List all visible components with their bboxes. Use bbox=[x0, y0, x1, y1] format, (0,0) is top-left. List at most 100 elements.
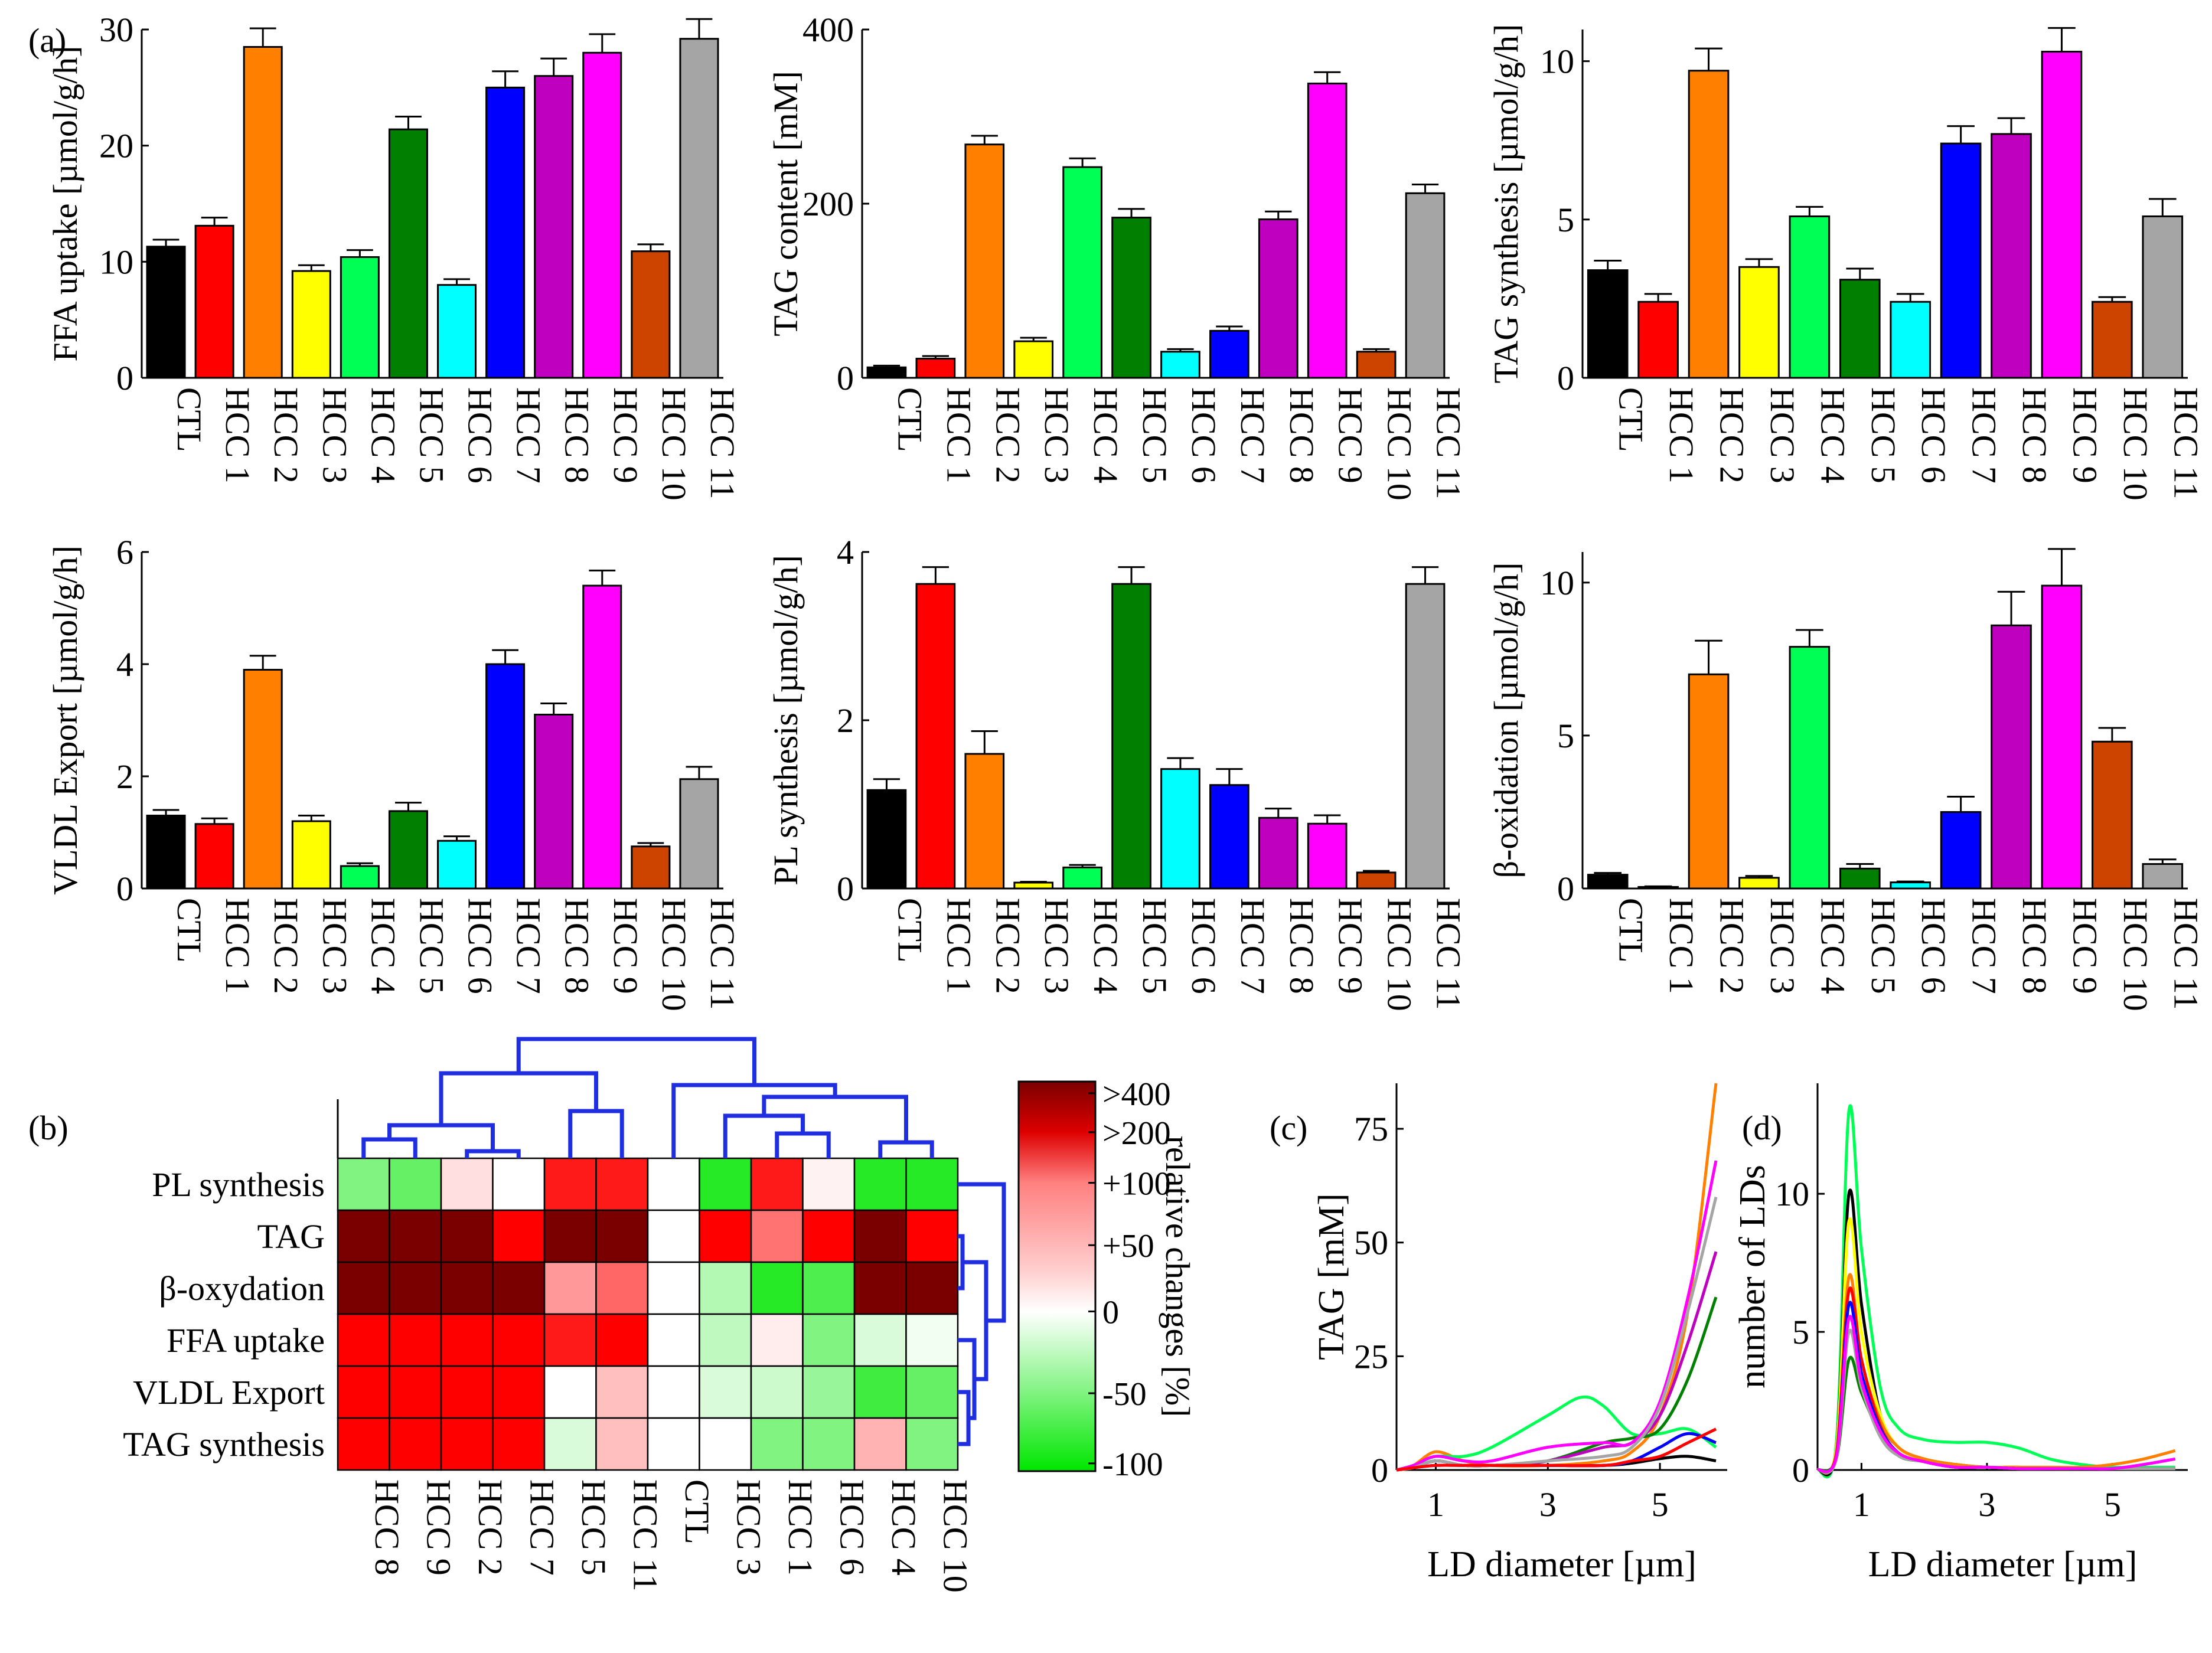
bar-hcc-4 bbox=[1062, 866, 1102, 890]
error-bar bbox=[1069, 157, 1096, 168]
x-axis-label: LD diameter [µm] bbox=[1427, 1544, 1696, 1585]
panel-label-c: (c) bbox=[1270, 1109, 1307, 1147]
y-tick-label: 0 bbox=[1557, 359, 1574, 397]
y-tick-label: 0 bbox=[837, 359, 854, 397]
x-tick-label: HCC 2 bbox=[1713, 898, 1751, 994]
bar-ctl bbox=[146, 815, 186, 890]
x-tick-label: HCC 1 bbox=[939, 387, 978, 484]
error-bar bbox=[922, 566, 950, 584]
error-bar bbox=[1796, 205, 1823, 217]
bar-hcc-3 bbox=[1013, 881, 1054, 890]
bar-hcc-3 bbox=[291, 270, 331, 379]
heatmap-cell bbox=[750, 1209, 804, 1263]
x-tick-label: HCC 2 bbox=[267, 387, 305, 484]
error-bar bbox=[540, 57, 567, 76]
error-bar bbox=[2098, 296, 2126, 302]
y-axis-label: TAG content [mM] bbox=[766, 71, 805, 337]
heatmap-col-label: HCC 4 bbox=[885, 1479, 923, 1576]
heatmap-cell bbox=[492, 1157, 546, 1211]
heatmap-cell bbox=[492, 1365, 546, 1419]
heatmap-cell bbox=[802, 1313, 856, 1367]
error-bar bbox=[1896, 293, 1924, 302]
error-bar bbox=[346, 249, 373, 257]
x-tick-label: HCC 5 bbox=[1864, 387, 1903, 484]
bar-hcc-6 bbox=[1890, 881, 1932, 890]
error-bar bbox=[971, 135, 998, 145]
x-tick-label: HCC 7 bbox=[1965, 898, 2004, 994]
error-bar bbox=[249, 655, 276, 670]
heatmap-row-label: TAG bbox=[257, 1217, 325, 1256]
bar-hcc-6 bbox=[1160, 768, 1200, 890]
bar-hcc-10 bbox=[2092, 300, 2133, 379]
heatmap-col-label: HCC 2 bbox=[471, 1479, 510, 1576]
x-tick-label: CTL bbox=[170, 387, 208, 452]
heatmap-col-label: HCC 10 bbox=[936, 1479, 974, 1593]
heatmap-cell bbox=[543, 1417, 597, 1471]
heatmap-cell bbox=[905, 1313, 959, 1367]
heatmap-cell bbox=[543, 1365, 597, 1419]
bar-hcc-6 bbox=[1890, 300, 1932, 379]
bar-hcc-11 bbox=[2142, 215, 2184, 379]
y-axis-label: FFA uptake [µmol/g/h] bbox=[46, 46, 84, 362]
heatmap-cell bbox=[440, 1417, 494, 1471]
x-tick-label: HCC 4 bbox=[1087, 898, 1125, 994]
heatmap-cell bbox=[647, 1365, 700, 1419]
heatmap-cell bbox=[647, 1261, 700, 1315]
y-tick-label: 5 bbox=[1557, 201, 1574, 239]
y-tick-label: 0 bbox=[1792, 1451, 1809, 1489]
bar-hcc-1 bbox=[915, 583, 956, 890]
bar-hcc-5 bbox=[388, 810, 428, 890]
x-tick-label: HCC 4 bbox=[1813, 898, 1852, 994]
x-tick-label: HCC 6 bbox=[1914, 387, 1953, 484]
x-tick-label: HCC 9 bbox=[2066, 898, 2104, 994]
bar-hcc-5 bbox=[1839, 279, 1881, 379]
heatmap-cell bbox=[905, 1157, 959, 1211]
bar-hcc-10 bbox=[1356, 351, 1397, 379]
bar-hcc-5 bbox=[1839, 867, 1881, 890]
x-tick-label: HCC 1 bbox=[218, 898, 257, 994]
bar-hcc-11 bbox=[1405, 583, 1446, 890]
bar-hcc-1 bbox=[194, 224, 234, 379]
heatmap-cell bbox=[440, 1261, 494, 1315]
error-bar bbox=[686, 18, 713, 39]
x-tick-label: 1 bbox=[1427, 1485, 1444, 1524]
error-bar bbox=[2048, 548, 2076, 586]
error-bar bbox=[492, 70, 519, 88]
error-bar bbox=[1846, 267, 1874, 280]
bar-hcc-10 bbox=[631, 845, 671, 890]
error-bar bbox=[2148, 858, 2177, 864]
bar-hcc-11 bbox=[2142, 863, 2184, 890]
error-bar bbox=[1695, 47, 1722, 71]
heatmap-cell bbox=[905, 1209, 959, 1263]
heatmap-cell bbox=[543, 1209, 597, 1263]
error-bar bbox=[201, 817, 228, 824]
y-tick-label: 10 bbox=[1540, 564, 1574, 602]
heatmap-cell bbox=[337, 1261, 390, 1315]
heatmap-cell bbox=[440, 1313, 494, 1367]
heatmap-panel: PL synthesis TAG β-oxydation FFA uptake VLDL… bbox=[123, 1037, 1197, 1593]
x-tick-label: 1 bbox=[1853, 1485, 1870, 1524]
y-tick-label: 25 bbox=[1354, 1337, 1388, 1376]
dendrogram-branch bbox=[958, 1338, 977, 1420]
bar-hcc-2 bbox=[243, 669, 283, 890]
heatmap-cell bbox=[853, 1209, 907, 1263]
heatmap-cell bbox=[492, 1417, 546, 1471]
bar-ctl bbox=[866, 366, 907, 379]
bar-chart-a3: 0 5 10 CTL HCC 1 HCC 2 HCC 3 HCC 4 HCC 5 HCC 6 HCC… bbox=[1487, 24, 2205, 501]
y-tick-label: 10 bbox=[1540, 43, 1574, 81]
error-bar bbox=[873, 364, 901, 368]
y-axis-label: β-oxidation [µmol/g/h] bbox=[1487, 563, 1525, 878]
heatmap-col-label: HCC 9 bbox=[419, 1479, 458, 1576]
x-tick-label: CTL bbox=[890, 898, 929, 963]
x-tick-label: HCC 9 bbox=[1332, 387, 1370, 484]
bar-hcc-9 bbox=[2041, 51, 2083, 379]
x-tick-label: HCC 7 bbox=[510, 898, 548, 994]
error-bar bbox=[1745, 258, 1773, 267]
x-tick-label: HCC 3 bbox=[315, 387, 354, 484]
bar-hcc-5 bbox=[1111, 217, 1151, 379]
heatmap-col-label: HCC 7 bbox=[523, 1479, 561, 1576]
error-bar bbox=[1216, 325, 1243, 331]
x-tick-label: HCC 6 bbox=[1914, 898, 1953, 994]
heatmap-cell bbox=[802, 1365, 856, 1419]
